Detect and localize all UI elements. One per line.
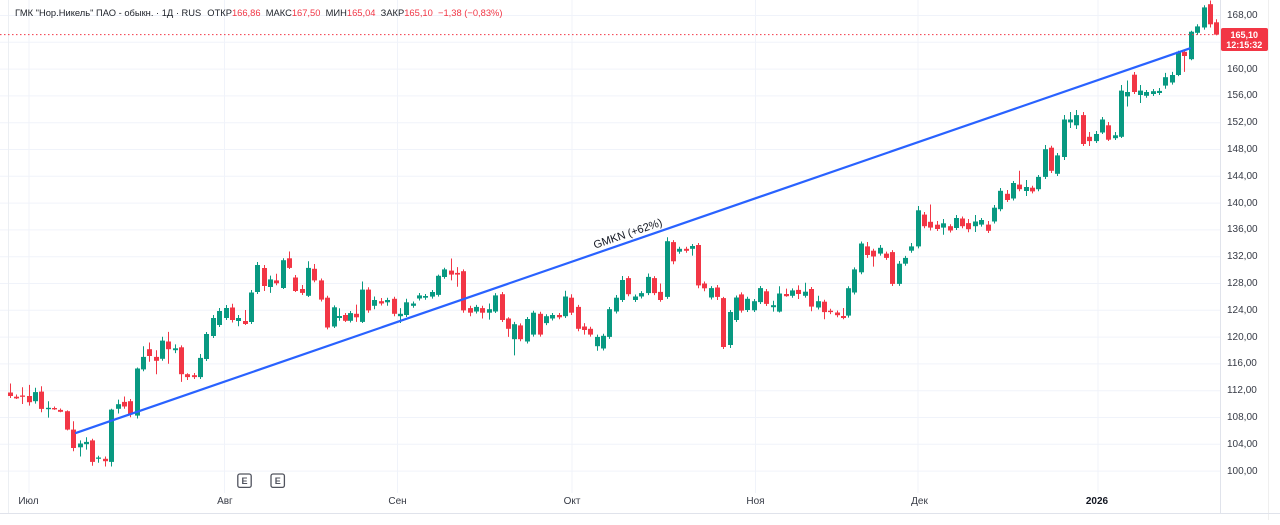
svg-text:E: E bbox=[275, 476, 281, 486]
svg-text:E: E bbox=[241, 476, 247, 486]
